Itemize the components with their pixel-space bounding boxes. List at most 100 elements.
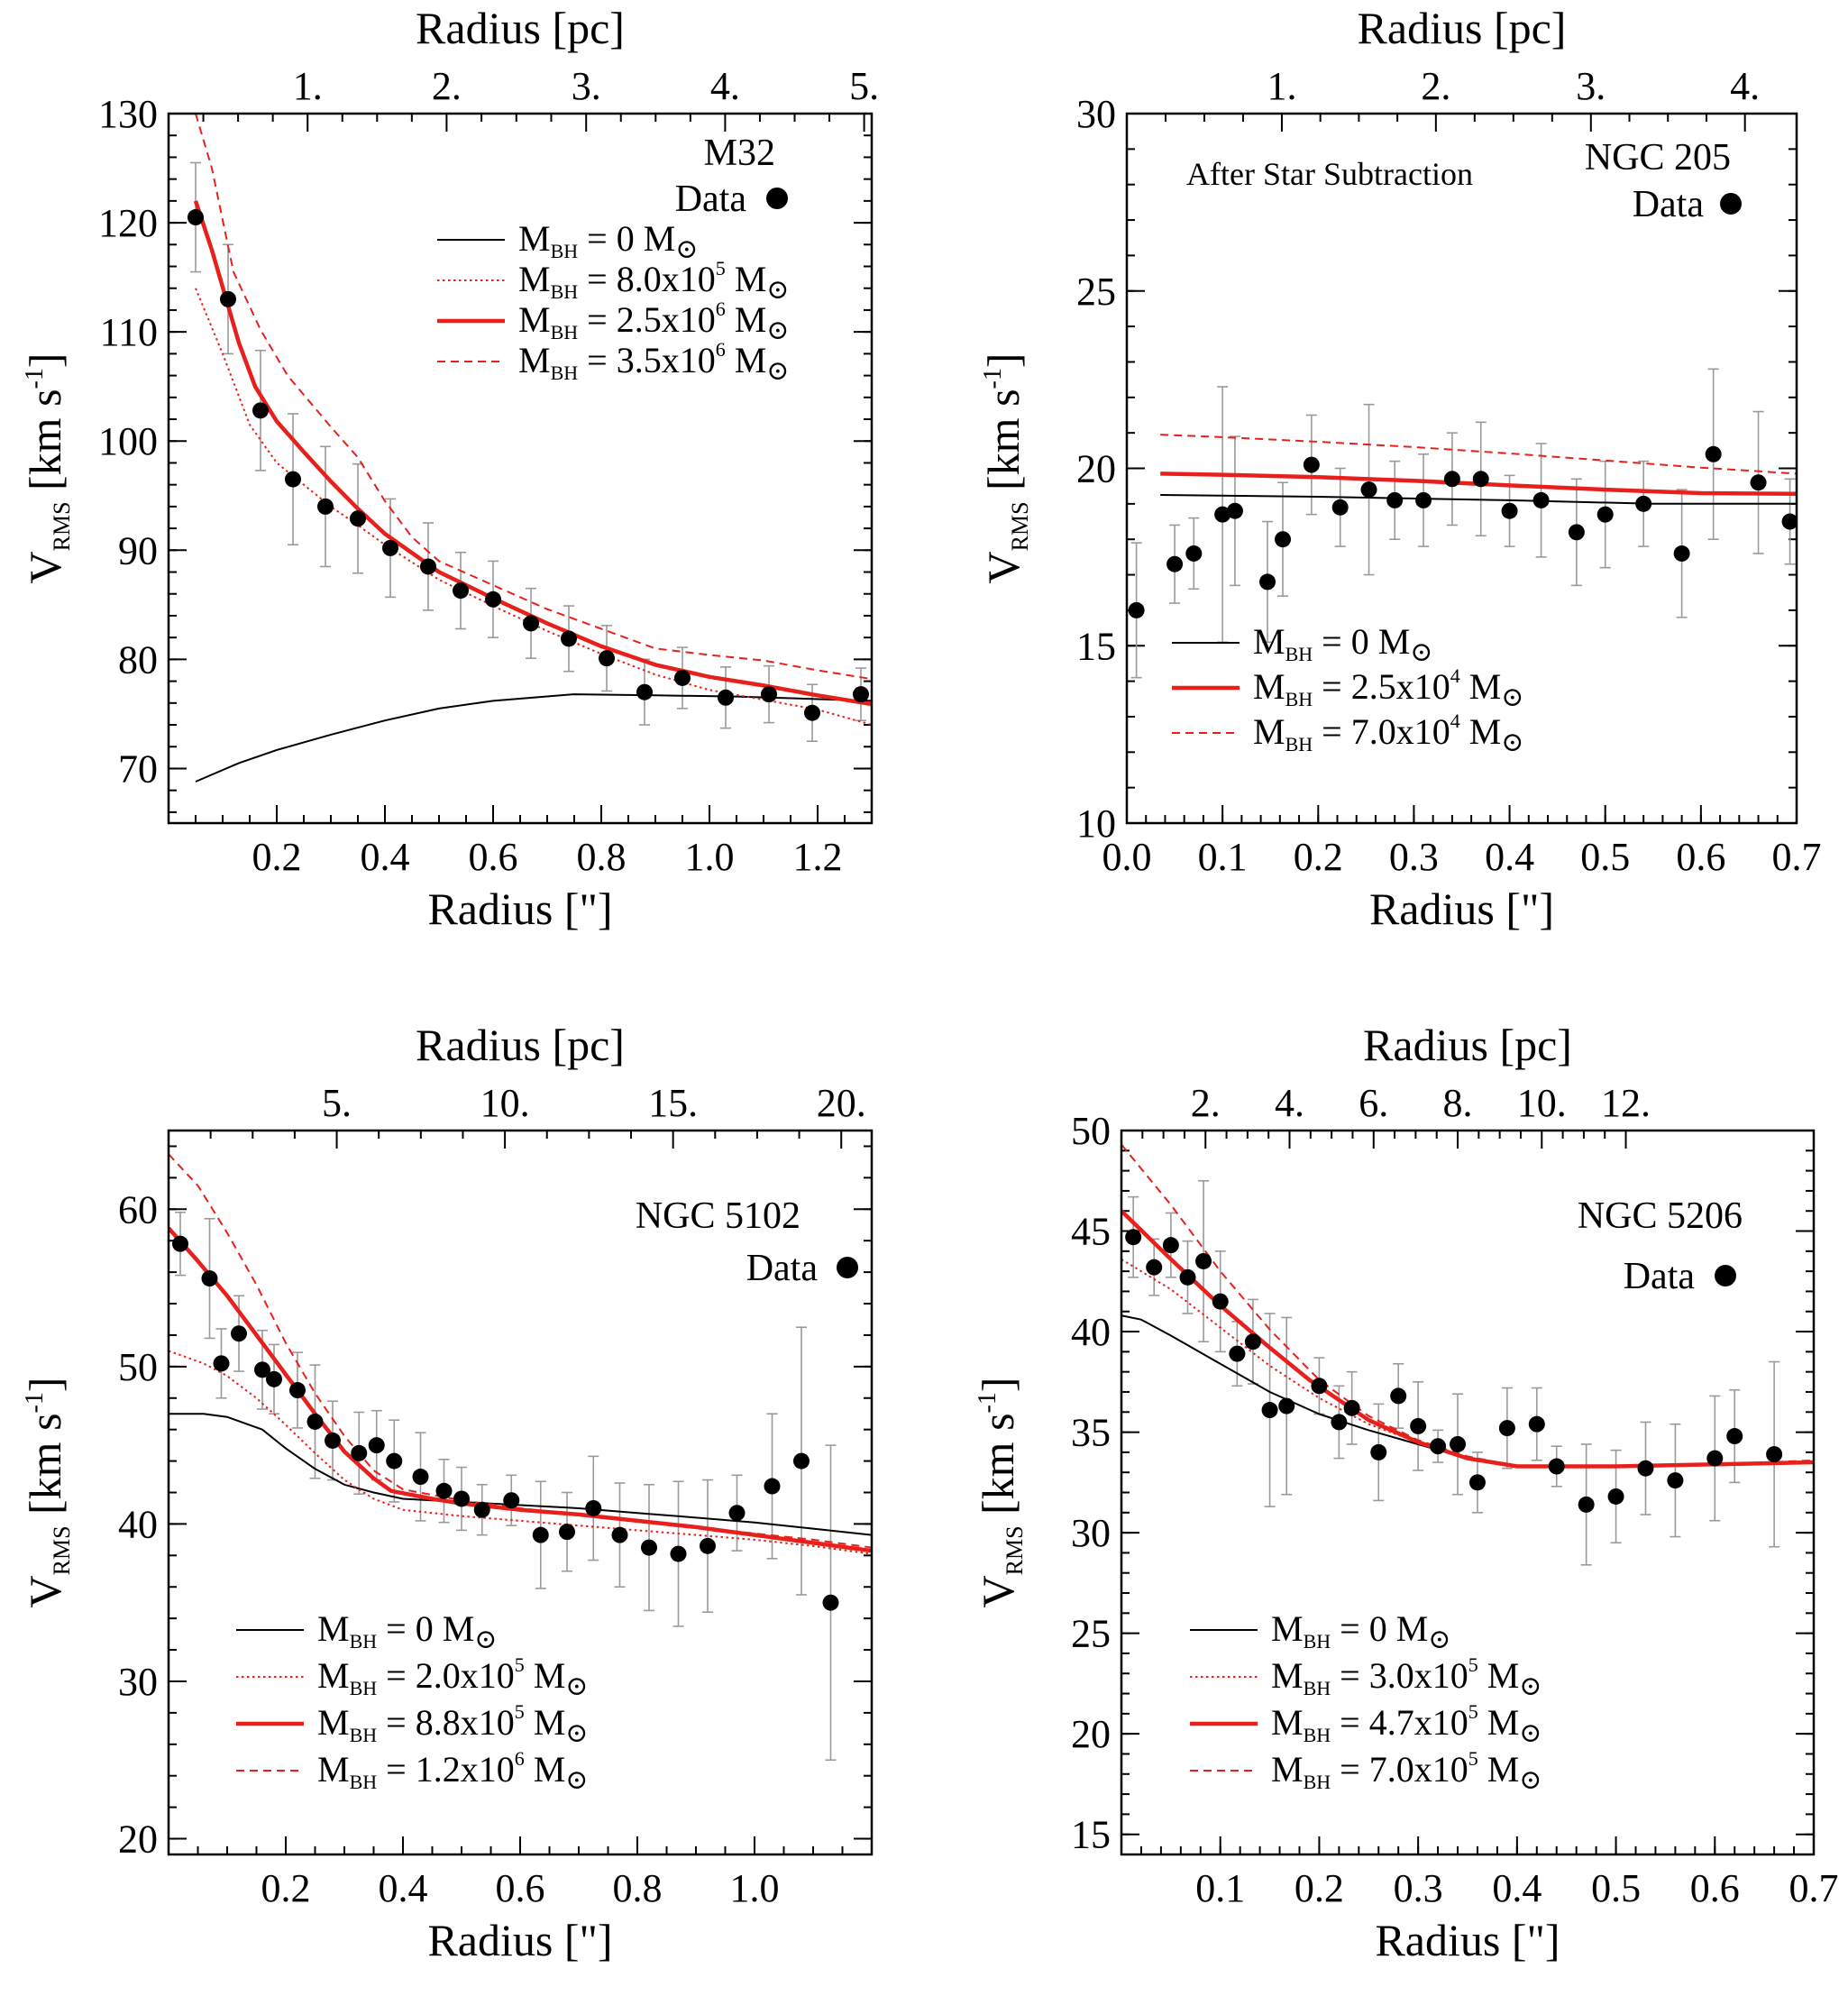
data-point — [201, 1270, 218, 1287]
data-point — [1750, 474, 1767, 491]
plot-frame — [1120, 1129, 1816, 1856]
data-point — [1261, 1402, 1278, 1419]
panel-2: 0.0 0.1 0.2 0.3 0.4 0.5 0.6 0.7 10 15 20 25 30 1. 2. 3.… — [978, 3, 1822, 934]
top-axis-label: Radius [pc] — [416, 3, 625, 53]
x-axis-label: Radius ["] — [427, 884, 612, 934]
y-tick-label: 15 — [1076, 624, 1116, 668]
data-point — [220, 290, 236, 307]
data-point — [1498, 1420, 1515, 1437]
data-point — [254, 1361, 270, 1378]
data-point — [1331, 499, 1349, 516]
data-point — [386, 1452, 403, 1470]
top-tick-label: 20. — [817, 1081, 866, 1125]
data-point — [1179, 1268, 1196, 1286]
data-point — [382, 539, 398, 556]
y-tick-label: 35 — [1071, 1411, 1111, 1455]
galaxy-label: NGC 5102 — [636, 1195, 800, 1237]
data-point — [1472, 471, 1489, 488]
x-tick-label: 0.3 — [1394, 1866, 1443, 1910]
x-tick-label: 0.2 — [261, 1866, 311, 1910]
top-tick-label: 2. — [1421, 64, 1450, 108]
series-line — [1160, 494, 1797, 505]
data-legend-label: Data — [1624, 1256, 1696, 1297]
y-tick-label: 20 — [118, 1817, 158, 1862]
data-point — [1667, 1472, 1684, 1489]
top-tick-label: 1. — [1267, 64, 1296, 108]
data-points — [1128, 445, 1797, 618]
y-tick-label: 45 — [1071, 1210, 1111, 1254]
y-tick-label: 80 — [118, 637, 158, 682]
series-line — [1121, 1209, 1814, 1469]
legend-entry: MBH = 0 M⊙ — [1253, 621, 1432, 667]
data-point — [453, 1490, 470, 1507]
data-point — [1596, 506, 1614, 523]
top-axis-label: Radius [pc] — [1358, 3, 1567, 53]
top-tick-label: 4. — [1730, 64, 1760, 108]
top-tick-label: 4. — [1275, 1081, 1304, 1125]
data-point — [1705, 445, 1722, 462]
data-point — [1430, 1438, 1447, 1455]
data-point — [1162, 1237, 1179, 1254]
legend-entry: MBH = 0 M⊙ — [317, 1608, 497, 1654]
y-tick-label: 30 — [118, 1660, 158, 1704]
plot-frame — [167, 112, 874, 825]
x-tick-label: 0.7 — [1789, 1866, 1839, 1910]
legend-entry: MBH = 0 M⊙ — [518, 218, 698, 264]
panel-3: 0.2 0.4 0.6 0.8 1.0 20 30 40 50 60 5. 10. 15. 20. Radi… — [20, 1020, 874, 1965]
data-point — [674, 669, 691, 686]
data-points — [188, 209, 869, 721]
data-point — [1185, 545, 1203, 562]
data-point — [1410, 1417, 1427, 1434]
x-tick-label: 0.4 — [361, 835, 410, 879]
x-axis-label: Radius ["] — [1369, 884, 1554, 934]
data-point — [325, 1432, 341, 1449]
series-line — [169, 1413, 872, 1536]
data-point — [1128, 601, 1145, 618]
galaxy-label: NGC 5206 — [1578, 1195, 1743, 1237]
data-point — [764, 1478, 781, 1495]
data-point — [585, 1499, 602, 1516]
data-point — [1415, 491, 1432, 508]
data-point — [453, 582, 469, 600]
data-point — [1578, 1496, 1595, 1513]
legend-entry: MBH = 4.7x105 M⊙ — [1271, 1700, 1542, 1748]
data-point — [1528, 1415, 1545, 1433]
annotation: After Star Subtraction — [1186, 156, 1473, 192]
legend-entry: MBH = 7.0x105 M⊙ — [1271, 1747, 1542, 1795]
x-tick-label: 0.2 — [1294, 835, 1343, 879]
x-tick-label: 0.6 — [469, 835, 518, 879]
panel-4: 0.1 0.2 0.3 0.4 0.5 0.6 0.7 15 20 25 30 35 40 45 50 2. 4… — [973, 1020, 1839, 1965]
x-tick-label: 0.1 — [1198, 835, 1248, 879]
x-tick-label: 0.5 — [1591, 1866, 1641, 1910]
y-axis-label: VRMS [km s-1] — [20, 353, 75, 583]
data-point — [1259, 573, 1276, 591]
top-tick-label: 2. — [432, 64, 462, 108]
top-tick-label: 5. — [322, 1081, 352, 1125]
data-point — [1450, 1435, 1467, 1452]
data-point — [1532, 491, 1550, 508]
data-legend-dot — [1720, 193, 1742, 215]
x-tick-label: 0.7 — [1772, 835, 1822, 879]
top-tick-label: 15. — [648, 1081, 698, 1125]
model-lines — [1121, 1143, 1814, 1469]
data-point — [1370, 1443, 1387, 1460]
data-point — [532, 1526, 549, 1543]
galaxy-label: NGC 205 — [1585, 137, 1731, 179]
data-points — [172, 1235, 839, 1611]
series-line — [1121, 1258, 1814, 1468]
data-point — [285, 471, 301, 488]
y-tick-label: 20 — [1076, 447, 1116, 491]
data-point — [350, 510, 366, 527]
y-tick-label: 40 — [1071, 1310, 1111, 1354]
data-point — [1212, 1293, 1229, 1310]
x-tick-label: 0.8 — [613, 1866, 663, 1910]
data-point — [351, 1444, 368, 1461]
data-point — [559, 1524, 575, 1541]
data-point — [1195, 1252, 1212, 1269]
data-point — [1443, 471, 1460, 488]
data-point — [822, 1594, 839, 1611]
y-tick-label: 50 — [1071, 1109, 1111, 1153]
panel-1: 0.2 0.4 0.6 0.8 1.0 1.2 70 80 90 100 110 120 130 1. 2.… — [20, 3, 879, 934]
data-legend-dot — [1715, 1265, 1736, 1286]
top-tick-label: 1. — [293, 64, 323, 108]
